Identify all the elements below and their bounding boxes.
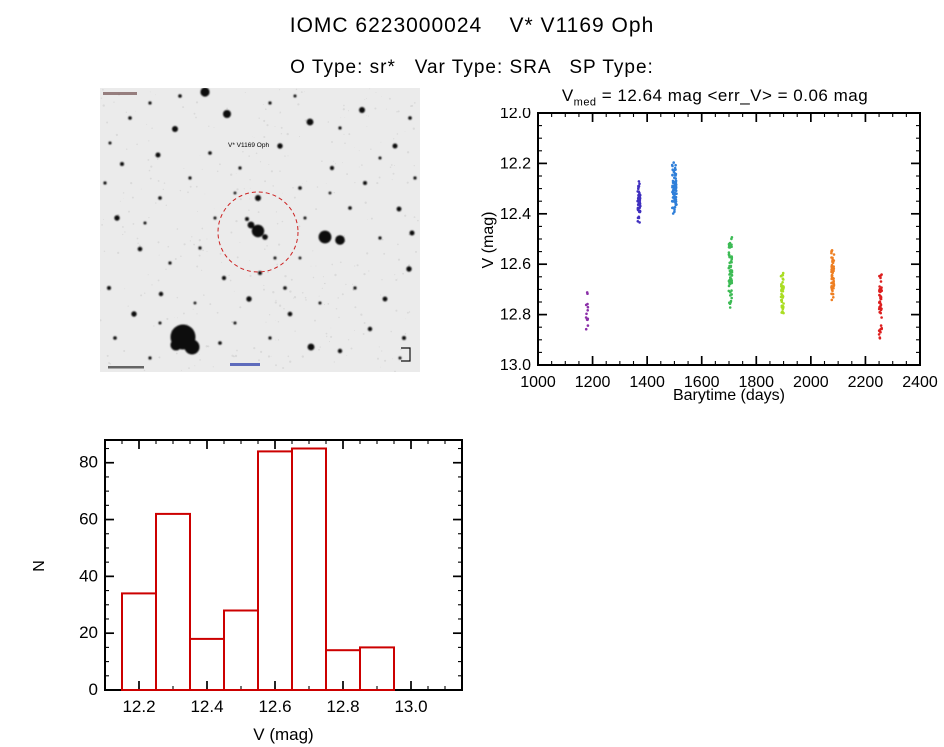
finder-chart-image: V* V1169 Oph bbox=[100, 88, 420, 372]
svg-text:1200: 1200 bbox=[575, 374, 611, 391]
svg-text:12.4: 12.4 bbox=[500, 206, 531, 223]
page-title: IOMC 6223000024 V* V1169 Oph bbox=[289, 14, 655, 37]
svg-text:2400: 2400 bbox=[902, 374, 938, 391]
star-field bbox=[103, 88, 417, 360]
histogram-xaxis-label: V (mag) bbox=[253, 725, 314, 744]
svg-text:12.6: 12.6 bbox=[500, 256, 531, 273]
svg-text:40: 40 bbox=[79, 566, 98, 585]
histogram-plot: 12.2 12.4 12.6 12.8 13.0 0 20 40 60 80 bbox=[79, 439, 463, 716]
svg-text:1000: 1000 bbox=[520, 374, 556, 391]
corner-annotation-bottomleft bbox=[108, 366, 144, 369]
histogram-yaxis-label: N bbox=[31, 560, 48, 572]
svg-text:13.0: 13.0 bbox=[500, 357, 531, 374]
svg-text:80: 80 bbox=[79, 453, 98, 472]
corner-annotation-bottomcenter bbox=[230, 363, 260, 366]
svg-text:2200: 2200 bbox=[848, 374, 884, 391]
svg-text:12.0: 12.0 bbox=[500, 108, 531, 122]
lc-title-rest: = 12.64 mag <err_V> = 0.06 mag bbox=[596, 86, 869, 105]
page-subtitle: O Type: sr* Var Type: SRA SP Type: bbox=[290, 57, 654, 78]
lightcurve-title: Vmed = 12.64 mag <err_V> = 0.06 mag bbox=[524, 86, 906, 108]
svg-text:12.6: 12.6 bbox=[258, 697, 291, 716]
lightcurve-xaxis-label: Barytime (days) bbox=[672, 387, 786, 404]
lightcurve-plot: 1000 1200 1400 1600 1800 2000 2200 2400 12.0 12.2… bbox=[500, 108, 938, 391]
target-marker-circle bbox=[217, 191, 299, 273]
svg-text:13.0: 13.0 bbox=[394, 697, 427, 716]
svg-text:12.2: 12.2 bbox=[122, 697, 155, 716]
svg-text:20: 20 bbox=[79, 623, 98, 642]
svg-text:1600: 1600 bbox=[684, 374, 720, 391]
svg-text:2000: 2000 bbox=[793, 374, 829, 391]
svg-text:12.2: 12.2 bbox=[500, 155, 531, 172]
target-name-label: V* V1169 Oph bbox=[228, 142, 269, 149]
svg-text:12.4: 12.4 bbox=[190, 697, 223, 716]
svg-text:0: 0 bbox=[89, 680, 98, 699]
svg-text:60: 60 bbox=[79, 510, 98, 529]
svg-text:12.8: 12.8 bbox=[500, 307, 531, 324]
svg-text:12.8: 12.8 bbox=[326, 697, 359, 716]
svg-text:1400: 1400 bbox=[629, 374, 665, 391]
corner-annotation-topleft bbox=[103, 92, 137, 95]
lc-title-base: V bbox=[561, 86, 574, 105]
lc-title-subscript: med bbox=[573, 96, 597, 109]
lightcurve-yaxis-label: V (mag) bbox=[480, 211, 497, 269]
scale-bracket bbox=[401, 347, 411, 362]
svg-text:1800: 1800 bbox=[738, 374, 774, 391]
